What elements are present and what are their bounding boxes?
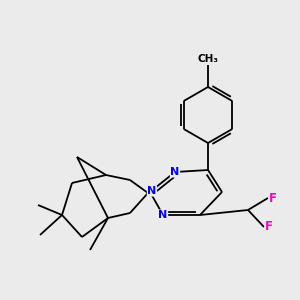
Text: N: N [170,167,180,177]
Text: F: F [265,220,273,233]
Text: CH₃: CH₃ [197,54,218,64]
Text: N: N [147,186,157,196]
Text: F: F [269,191,277,205]
Text: N: N [158,210,168,220]
